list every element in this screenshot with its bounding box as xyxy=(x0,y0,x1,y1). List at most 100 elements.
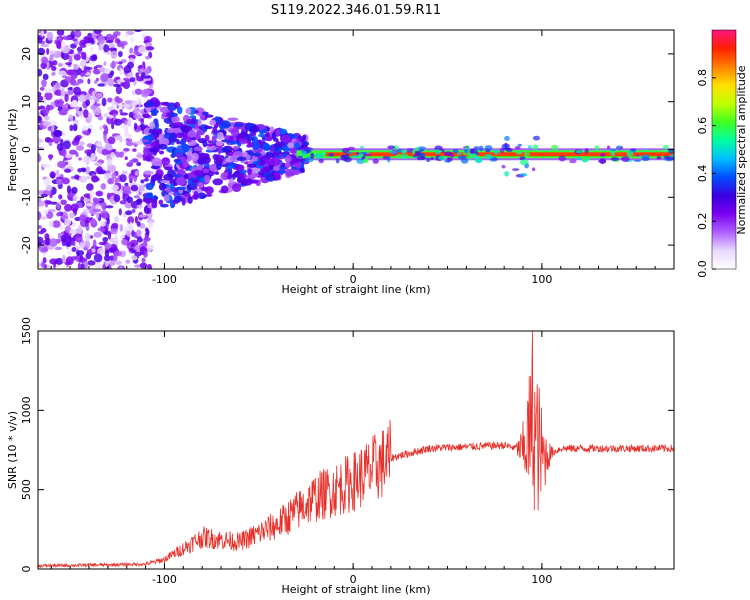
heatmap-cell xyxy=(134,88,143,95)
heatmap-cell xyxy=(93,66,98,70)
heatmap-cell xyxy=(236,156,247,161)
heatmap-cell xyxy=(323,152,327,156)
heatmap-cell xyxy=(158,183,167,191)
heatmap-cell xyxy=(89,190,95,200)
heatmap-cell xyxy=(52,85,57,93)
heatmap-cell xyxy=(159,150,165,155)
heatmap-cell xyxy=(114,215,119,223)
heatmap-cell xyxy=(167,169,177,179)
heatmap-cell xyxy=(57,232,62,239)
heatmap-cell xyxy=(113,250,122,257)
snr-ylabel: SNR (10 * v/v) xyxy=(6,411,19,489)
heatmap-cell xyxy=(285,168,296,177)
heatmap-cell xyxy=(148,221,154,228)
heatmap-cell xyxy=(106,97,114,103)
heatmap-cell xyxy=(92,239,97,249)
heatmap-cell xyxy=(430,157,434,161)
colorbar-tick-label: 0.4 xyxy=(696,165,709,183)
heatmap-cell xyxy=(73,106,81,110)
heatmap-cell xyxy=(104,249,110,257)
heatmap-cell xyxy=(68,149,78,155)
heatmap-cell xyxy=(551,144,559,151)
heatmap-cell xyxy=(42,107,50,115)
heatmap-cell xyxy=(73,86,82,95)
heatmap-cell xyxy=(134,264,142,268)
heatmap-cell xyxy=(467,153,477,159)
heatmap-cell xyxy=(163,101,170,107)
heatmap-cell xyxy=(88,37,95,42)
heatmap-cell xyxy=(197,182,204,188)
heatmap-cell xyxy=(347,146,356,151)
heatmap-cell xyxy=(284,161,291,169)
heatmap-cell xyxy=(92,68,101,75)
heatmap-cell xyxy=(85,166,91,175)
heatmap-cell xyxy=(95,77,100,82)
heatmap-cell xyxy=(97,227,106,232)
heatmap-cell xyxy=(70,82,80,86)
heatmap-cell xyxy=(150,142,156,147)
heatmap-cell xyxy=(66,185,71,194)
heatmap-cell xyxy=(79,72,85,77)
heatmap-cell xyxy=(202,186,209,192)
heatmap-cell xyxy=(88,112,93,121)
heatmap-cell xyxy=(289,147,297,154)
snr-marks xyxy=(38,331,674,569)
heatmap-cell xyxy=(134,170,139,176)
heatmap-cell xyxy=(145,46,155,51)
heatmap-cell xyxy=(58,98,64,108)
heatmap-cell xyxy=(220,172,230,181)
heatmap-cell xyxy=(104,242,112,249)
heatmap-cell xyxy=(56,40,62,49)
heatmap-cell xyxy=(56,143,64,152)
heatmap-cell xyxy=(106,158,113,166)
heatmap-cell xyxy=(504,135,510,141)
heatmap-cell xyxy=(93,231,102,238)
heatmap-cell xyxy=(138,65,144,69)
heatmap-cell xyxy=(80,263,85,269)
heatmap-cell xyxy=(108,47,118,51)
heatmap-cell xyxy=(74,136,81,141)
heatmap-cell xyxy=(314,153,324,158)
heatmap-cell xyxy=(73,30,82,38)
heatmap-cell xyxy=(54,89,63,96)
heatmap-cell xyxy=(128,173,134,181)
heatmap-cell xyxy=(150,108,159,115)
heatmap-cell xyxy=(63,104,69,109)
heatmap-cell xyxy=(54,246,63,251)
heatmap-cell xyxy=(79,59,87,68)
heatmap-cell xyxy=(71,246,77,253)
heatmap-cell xyxy=(55,169,60,177)
heatmap-cell xyxy=(49,238,58,247)
heatmap-cell xyxy=(662,144,669,150)
heatmap-cell xyxy=(176,106,183,115)
heatmap-cell xyxy=(72,99,78,107)
heatmap-cell xyxy=(115,151,120,158)
heatmap-cell xyxy=(58,194,63,200)
heatmap-cell xyxy=(231,183,242,193)
heatmap-cell xyxy=(133,195,140,199)
heatmap-cell xyxy=(238,137,249,144)
heatmap-cell xyxy=(98,45,103,51)
heatmap-cell xyxy=(38,262,41,268)
heatmap-cell xyxy=(60,87,65,97)
y-tick-label: 10 xyxy=(20,95,33,109)
heatmap-cell xyxy=(92,208,102,213)
heatmap-cell xyxy=(426,157,431,163)
heatmap-cell xyxy=(134,216,138,224)
heatmap-cell xyxy=(558,155,566,162)
heatmap-cell xyxy=(38,230,45,235)
heatmap-cell xyxy=(69,229,79,235)
heatmap-cell xyxy=(77,51,82,55)
heatmap-cell xyxy=(444,159,451,163)
heatmap-cell xyxy=(233,123,244,128)
heatmap-cell xyxy=(120,82,125,87)
heatmap-cell xyxy=(84,240,91,249)
heatmap-cell xyxy=(499,147,505,154)
heatmap-cell xyxy=(124,126,129,135)
heatmap-cell xyxy=(146,101,156,108)
heatmap-cell xyxy=(102,213,109,219)
heatmap-cell xyxy=(39,86,45,91)
heatmap-cell xyxy=(75,145,84,151)
heatmap-cell xyxy=(87,78,91,85)
